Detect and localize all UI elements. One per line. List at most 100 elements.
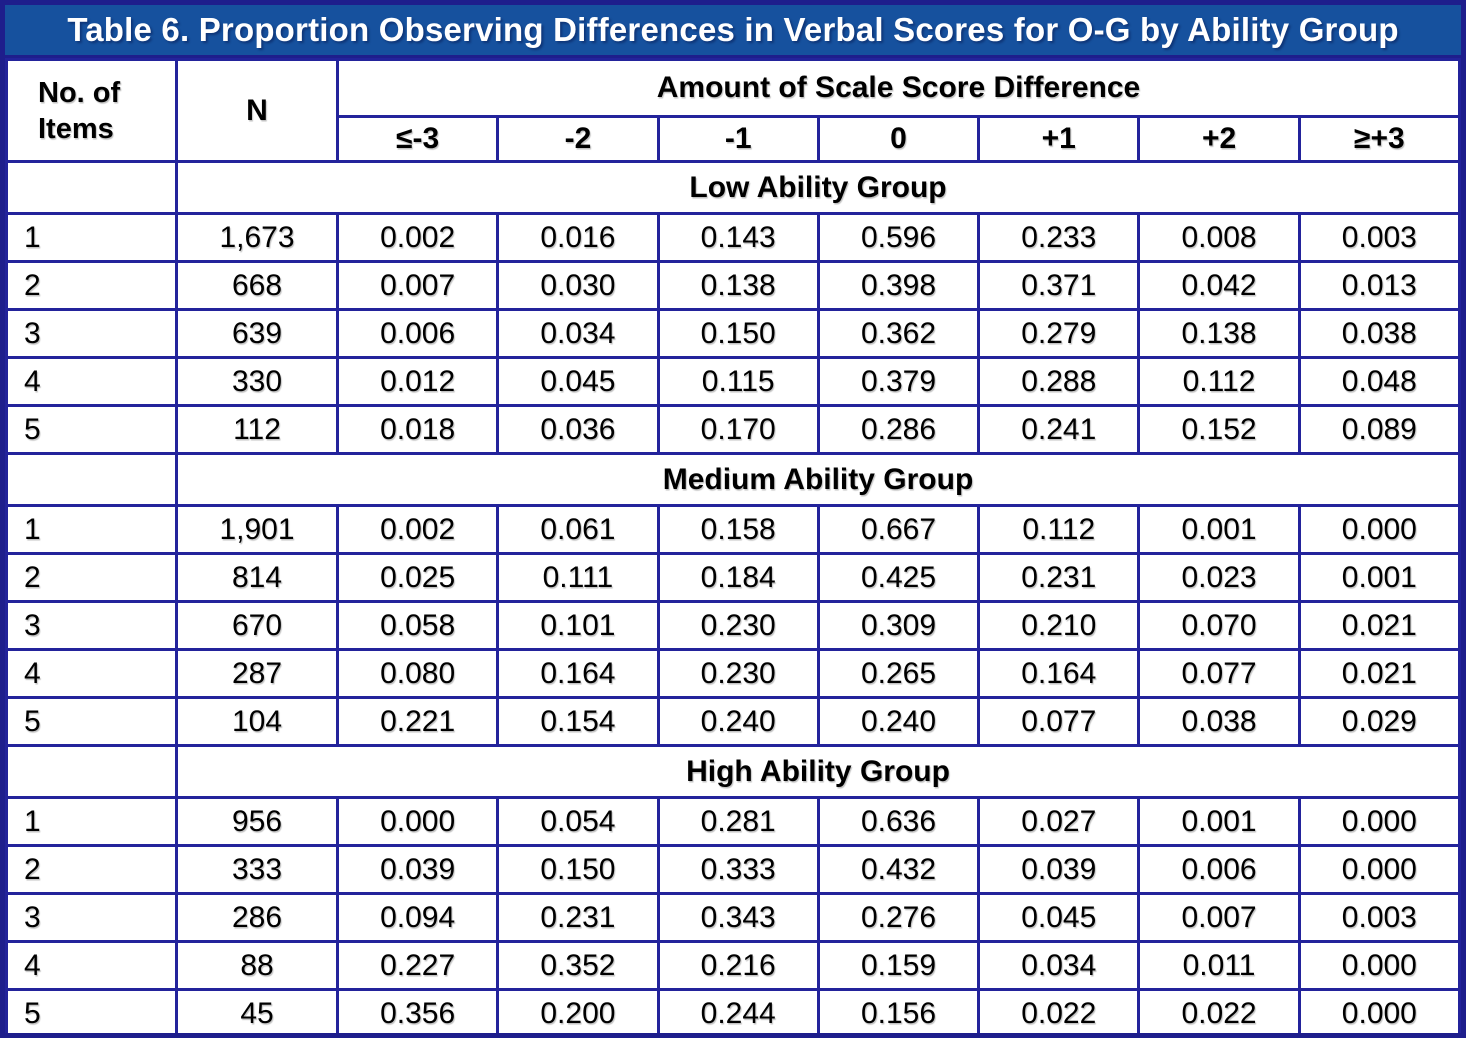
n-cell: 814 (175, 552, 339, 603)
proportion-cell: 0.112 (977, 504, 1141, 555)
proportion-cell: 0.230 (656, 648, 820, 699)
n-cell: 45 (175, 988, 339, 1033)
proportion-cell: 0.001 (1137, 504, 1301, 555)
proportion-cell: 0.011 (1137, 940, 1301, 991)
proportion-cell: 0.398 (816, 260, 981, 311)
col-group-header-scale-score-difference: Amount of Scale Score Difference (336, 58, 1461, 118)
proportion-cell: 0.007 (1137, 892, 1301, 943)
proportion-cell: 0.070 (1137, 600, 1301, 651)
proportion-cell: 0.016 (496, 212, 660, 263)
proportion-cell: 0.164 (496, 648, 660, 699)
item-count-cell: 1 (5, 796, 178, 847)
item-count-cell: 5 (5, 696, 178, 747)
proportion-cell: 0.042 (1137, 260, 1301, 311)
proportion-cell: 0.241 (977, 404, 1141, 455)
section-label: Medium Ability Group (175, 452, 1461, 507)
proportion-cell: 0.023 (1137, 552, 1301, 603)
proportion-cell: 0.045 (496, 356, 660, 407)
proportion-cell: 0.003 (1297, 892, 1461, 943)
col-header-n: N (175, 58, 339, 163)
col-header-diff-5: +2 (1137, 115, 1301, 163)
col-header-diff-0: ≤-3 (335, 115, 500, 163)
proportion-cell: 0.080 (335, 648, 500, 699)
table-row: 1 1,901 0.002 0.061 0.158 0.667 0.112 0.001 0.00… (5, 504, 1461, 555)
table-row: 3 286 0.094 0.231 0.343 0.276 0.045 0.007 0.003 (5, 892, 1461, 943)
proportion-cell: 0.138 (1137, 308, 1301, 359)
table-row: 1 956 0.000 0.054 0.281 0.636 0.027 0.001 0.000 (5, 796, 1461, 847)
n-cell: 1,901 (175, 504, 339, 555)
proportion-cell: 0.164 (977, 648, 1141, 699)
proportion-cell: 0.001 (1137, 796, 1301, 847)
table-body: Low Ability Group 1 1,673 0.002 0.016 0.143 0.… (5, 160, 1461, 1033)
proportion-cell: 0.432 (816, 844, 981, 895)
proportion-cell: 0.343 (656, 892, 820, 943)
proportion-cell: 0.159 (816, 940, 981, 991)
proportion-cell: 0.596 (816, 212, 981, 263)
table-title-bar: Table 6. Proportion Observing Difference… (5, 5, 1461, 58)
proportion-cell: 0.002 (335, 212, 500, 263)
proportion-cell: 0.048 (1297, 356, 1461, 407)
proportion-cell: 0.089 (1297, 404, 1461, 455)
proportion-cell: 0.352 (496, 940, 660, 991)
proportion-cell: 0.279 (977, 308, 1141, 359)
proportion-cell: 0.000 (1297, 844, 1461, 895)
proportion-cell: 0.054 (496, 796, 660, 847)
table-row: 5 104 0.221 0.154 0.240 0.240 0.077 0.038 0.029 (5, 696, 1461, 747)
section-header-row: Low Ability Group (5, 160, 1461, 215)
proportion-cell: 0.276 (816, 892, 981, 943)
proportion-cell: 0.029 (1297, 696, 1461, 747)
n-cell: 639 (175, 308, 339, 359)
col-header-no-of-items-line1: No. of (38, 76, 121, 109)
proportion-cell: 0.240 (816, 696, 981, 747)
proportion-cell: 0.006 (1137, 844, 1301, 895)
col-header-diff-2: -1 (656, 115, 820, 163)
table-row: 1 1,673 0.002 0.016 0.143 0.596 0.233 0.008 0.00… (5, 212, 1461, 263)
proportion-cell: 0.138 (656, 260, 820, 311)
section-label: High Ability Group (175, 744, 1461, 799)
n-cell: 287 (175, 648, 339, 699)
col-header-no-of-items-line2: Items (38, 112, 114, 145)
proportion-cell: 0.111 (496, 552, 660, 603)
proportion-cell: 0.025 (335, 552, 500, 603)
item-count-cell: 5 (5, 988, 178, 1033)
proportion-cell: 0.227 (335, 940, 500, 991)
table-row: 2 333 0.039 0.150 0.333 0.432 0.039 0.006 0.000 (5, 844, 1461, 895)
proportion-cell: 0.221 (335, 696, 500, 747)
n-cell: 330 (175, 356, 339, 407)
proportion-cell: 0.356 (335, 988, 500, 1033)
proportion-cell: 0.030 (496, 260, 660, 311)
item-count-cell: 4 (5, 940, 178, 991)
item-count-cell: 1 (5, 504, 178, 555)
proportion-cell: 0.158 (656, 504, 820, 555)
proportion-cell: 0.000 (335, 796, 500, 847)
proportion-cell: 0.309 (816, 600, 981, 651)
col-header-diff-6: ≥+3 (1297, 115, 1461, 163)
col-header-diff-3: 0 (816, 115, 981, 163)
proportion-cell: 0.150 (656, 308, 820, 359)
proportion-cell: 0.036 (496, 404, 660, 455)
proportion-cell: 0.333 (656, 844, 820, 895)
proportion-cell: 0.000 (1297, 988, 1461, 1033)
proportion-cell: 0.094 (335, 892, 500, 943)
section-header-row: Medium Ability Group (5, 452, 1461, 507)
proportion-cell: 0.362 (816, 308, 981, 359)
proportion-cell: 0.027 (977, 796, 1141, 847)
proportion-cell: 0.039 (977, 844, 1141, 895)
proportion-cell: 0.034 (977, 940, 1141, 991)
proportion-cell: 0.667 (816, 504, 981, 555)
proportion-cell: 0.216 (656, 940, 820, 991)
proportion-cell: 0.150 (496, 844, 660, 895)
proportion-cell: 0.286 (816, 404, 981, 455)
item-count-cell: 3 (5, 892, 178, 943)
proportion-cell: 0.001 (1297, 552, 1461, 603)
section-header-row: High Ability Group (5, 744, 1461, 799)
proportion-cell: 0.061 (496, 504, 660, 555)
proportion-cell: 0.101 (496, 600, 660, 651)
proportion-cell: 0.021 (1297, 648, 1461, 699)
proportion-cell: 0.233 (977, 212, 1141, 263)
item-count-cell: 3 (5, 308, 178, 359)
proportion-cell: 0.038 (1297, 308, 1461, 359)
proportion-cell: 0.425 (816, 552, 981, 603)
proportion-cell: 0.045 (977, 892, 1141, 943)
